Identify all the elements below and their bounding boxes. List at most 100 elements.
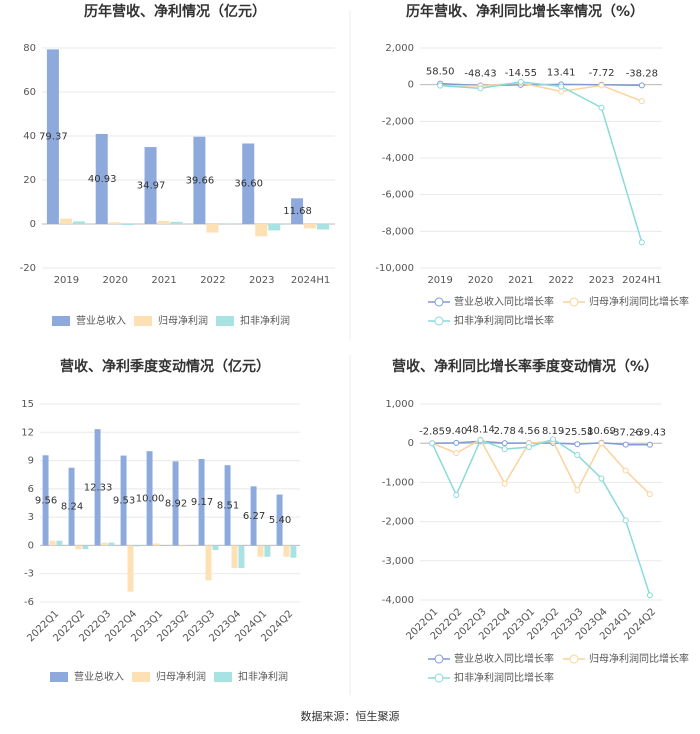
value-label: -37.26 bbox=[610, 428, 642, 439]
y-tick-label: 9 bbox=[28, 456, 34, 467]
legend-label: 营业总收入 bbox=[74, 670, 124, 683]
y-tick-label: 0 bbox=[408, 438, 414, 449]
value-label: 79.37 bbox=[39, 132, 68, 143]
legend-swatch bbox=[434, 297, 444, 307]
chart-title: 历年营收、净利情况（亿元） bbox=[84, 3, 266, 20]
legend-label: 营业总收入 bbox=[76, 314, 126, 327]
point bbox=[646, 441, 653, 448]
x-tick-label: 2024H1 bbox=[622, 275, 661, 286]
legend-swatch bbox=[50, 672, 68, 682]
bar bbox=[276, 494, 283, 546]
value-label: 10.69 bbox=[587, 426, 616, 437]
point bbox=[453, 491, 460, 498]
point bbox=[525, 444, 532, 451]
legend-swatch bbox=[52, 316, 70, 326]
bar bbox=[205, 545, 212, 581]
x-tick-label: 2023 bbox=[589, 275, 614, 286]
point bbox=[453, 450, 460, 456]
point bbox=[598, 82, 605, 89]
bar bbox=[95, 133, 108, 224]
legend-swatch bbox=[132, 672, 150, 682]
legend-label: 扣非净利润同比增长率 bbox=[454, 671, 554, 684]
line bbox=[431, 438, 651, 495]
y-tick-label: -6 bbox=[24, 597, 34, 608]
chart-title: 营收、净利同比增长率季度变动情况（%） bbox=[392, 358, 658, 375]
line bbox=[440, 81, 643, 243]
y-tick-label: -1,000 bbox=[382, 477, 414, 488]
x-tick-label: 2022 bbox=[200, 275, 225, 286]
bar bbox=[144, 147, 157, 224]
value-label: 9.17 bbox=[191, 497, 213, 508]
value-label: 8.51 bbox=[217, 500, 239, 511]
point bbox=[574, 451, 581, 458]
point bbox=[598, 475, 605, 482]
legend-swatch bbox=[216, 316, 234, 326]
y-tick-label: 0 bbox=[30, 219, 36, 230]
bar bbox=[291, 198, 304, 224]
bar bbox=[68, 467, 75, 546]
point bbox=[598, 104, 605, 111]
value-label: -25.58 bbox=[561, 427, 593, 438]
legend-swatch bbox=[434, 316, 444, 326]
bar bbox=[59, 218, 72, 224]
value-label: -38.28 bbox=[626, 68, 658, 79]
bar bbox=[94, 429, 101, 546]
value-label: 8.19 bbox=[542, 426, 564, 437]
value-label: 4.56 bbox=[518, 426, 540, 437]
point bbox=[622, 441, 629, 448]
value-label: 8.24 bbox=[61, 502, 83, 513]
line bbox=[440, 82, 643, 102]
line bbox=[431, 438, 651, 596]
value-label: 58.50 bbox=[426, 67, 455, 78]
point bbox=[501, 446, 508, 453]
bar bbox=[146, 451, 153, 546]
point bbox=[646, 592, 653, 599]
bar bbox=[101, 542, 108, 546]
legend-label: 营业总收入同比增长率 bbox=[454, 652, 554, 665]
y-tick-label: 80 bbox=[23, 43, 36, 54]
value-label: 9.56 bbox=[35, 495, 57, 506]
point bbox=[646, 491, 653, 498]
value-label: 9.40 bbox=[445, 426, 467, 437]
x-tick-label: 2021 bbox=[151, 275, 176, 286]
bar bbox=[219, 223, 232, 224]
value-label: 6.27 bbox=[243, 511, 265, 522]
point bbox=[638, 239, 645, 246]
chart-title: 历年营收、净利同比增长率情况（%） bbox=[406, 3, 644, 20]
bar bbox=[46, 49, 59, 224]
y-tick-label: -2,000 bbox=[382, 116, 414, 127]
y-tick-label: 12 bbox=[21, 427, 34, 438]
bar bbox=[193, 136, 206, 224]
value-label: 5.40 bbox=[269, 515, 291, 526]
y-tick-label: 0 bbox=[408, 80, 414, 91]
legend-label: 归母净利润 bbox=[156, 670, 206, 683]
value-label: -39.43 bbox=[634, 428, 666, 439]
y-tick-label: 1,000 bbox=[385, 399, 414, 410]
legend-swatch bbox=[434, 673, 444, 683]
value-label: 34.97 bbox=[137, 181, 166, 192]
point bbox=[574, 487, 581, 494]
bar bbox=[304, 224, 317, 229]
bar bbox=[75, 545, 82, 550]
value-label: 39.66 bbox=[186, 175, 215, 186]
bar bbox=[134, 545, 141, 547]
bar bbox=[238, 545, 245, 569]
y-tick-label: 0 bbox=[28, 540, 34, 551]
point bbox=[574, 441, 581, 448]
bar bbox=[224, 465, 231, 546]
value-label: -14.55 bbox=[505, 68, 537, 79]
y-tick-label: 20 bbox=[23, 175, 36, 186]
bar bbox=[108, 542, 115, 546]
value-label: 8.92 bbox=[165, 498, 187, 509]
legend-swatch bbox=[434, 654, 444, 664]
bar bbox=[290, 545, 297, 558]
x-tick-label: 2019 bbox=[427, 275, 452, 286]
value-label: 10.00 bbox=[136, 493, 165, 504]
chart-title: 营收、净利季度变动情况（亿元） bbox=[60, 358, 270, 375]
point bbox=[501, 440, 508, 447]
bar bbox=[179, 545, 186, 547]
bar bbox=[72, 221, 85, 224]
legend-swatch bbox=[569, 654, 579, 664]
bar bbox=[250, 486, 257, 546]
